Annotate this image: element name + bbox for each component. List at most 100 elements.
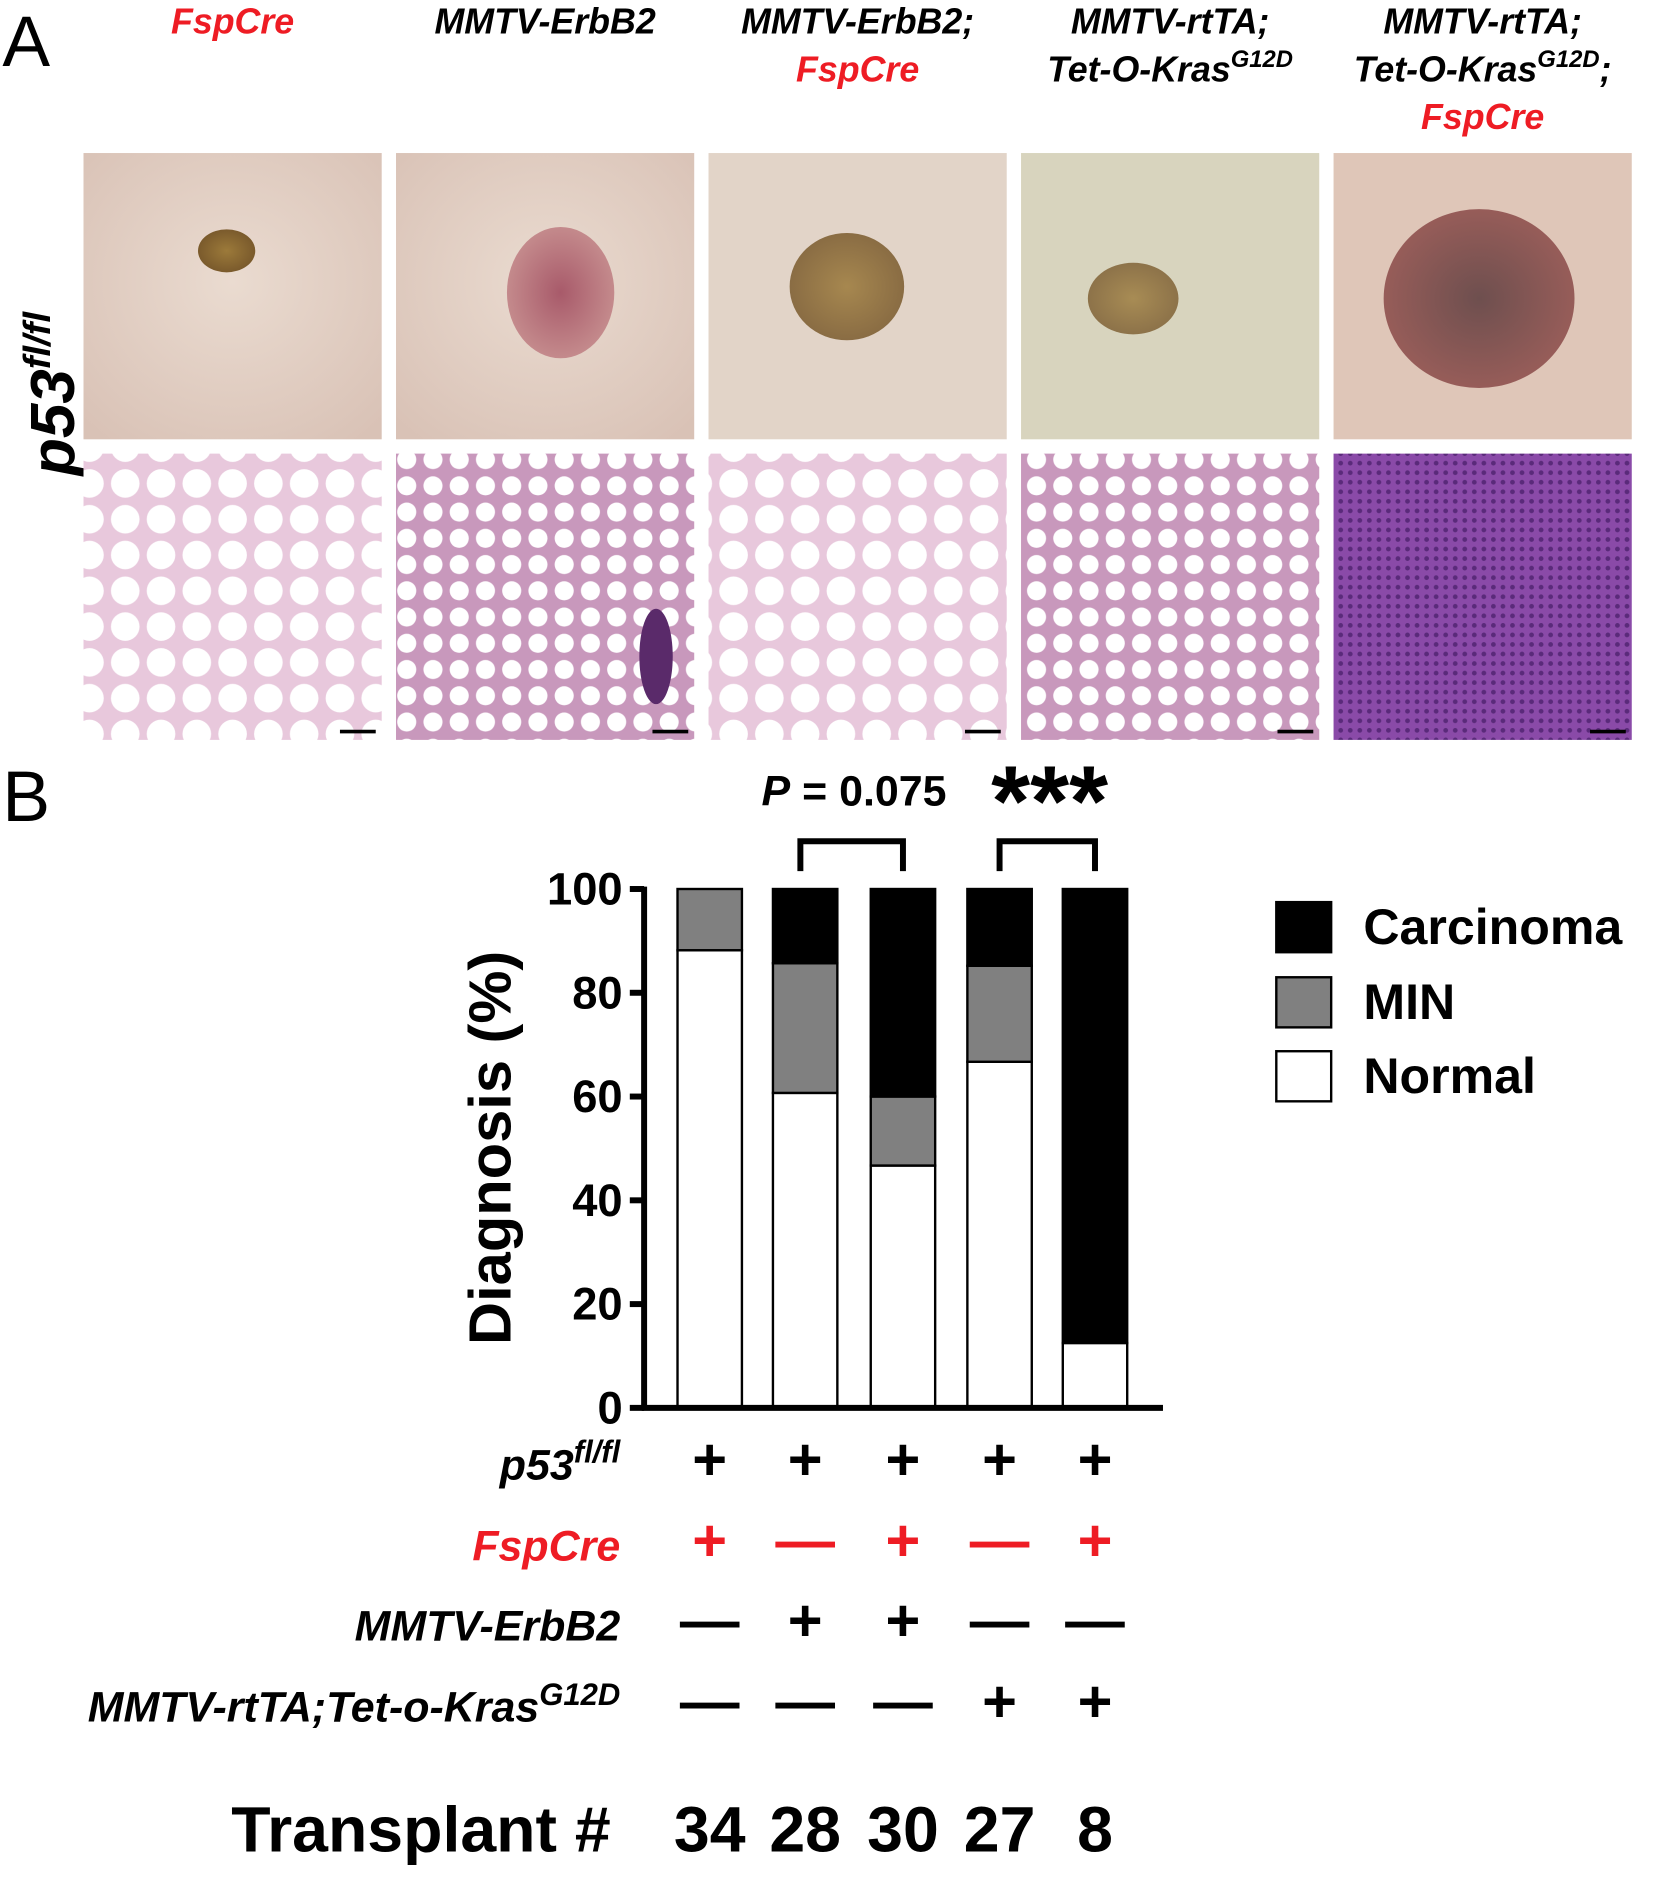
superscript: fl/fl (16, 311, 59, 370)
panel-label: B (2, 757, 50, 837)
transplant-count: 27 (964, 1794, 1036, 1866)
superscript: G12D (1231, 46, 1293, 73)
genotype-symbol: + (886, 1507, 921, 1574)
superscript: fl/fl (574, 1435, 622, 1470)
genotype-symbol: + (788, 1586, 823, 1653)
genotype-symbol: — (1065, 1586, 1125, 1653)
row-label-text: p53 (19, 369, 88, 478)
legend-label: Normal (1363, 1048, 1536, 1104)
bar-segment (869, 1095, 937, 1167)
photo-tumor (1383, 209, 1575, 389)
genotype-symbol: — (680, 1586, 740, 1653)
photo-tumor (789, 232, 905, 341)
column-header: FspCre (171, 2, 294, 42)
y-tick-label: 80 (572, 967, 622, 1018)
histology (1333, 453, 1632, 740)
bar-segment (676, 949, 744, 1410)
legend-swatch (1275, 976, 1333, 1029)
genotype-symbol: + (1078, 1425, 1113, 1492)
transplant-label: Transplant # (231, 1794, 610, 1866)
genotype-symbol: — (873, 1668, 933, 1735)
photo-tumor (1087, 262, 1179, 335)
column-header: MMTV-rtTA; (1071, 2, 1270, 42)
genotype-symbol: + (982, 1668, 1017, 1735)
legend-label: Carcinoma (1363, 899, 1623, 955)
p-text: = 0.075 (802, 768, 946, 816)
genotype-symbol: + (886, 1425, 921, 1492)
y-tick-label: 40 (572, 1175, 622, 1226)
genotype-label: MMTV-ErbB2 (355, 1602, 621, 1650)
panel-label: A (2, 2, 50, 82)
genotype-symbol: + (1078, 1668, 1113, 1735)
genotype-symbol: — (970, 1507, 1030, 1574)
legend-swatch (1275, 900, 1333, 954)
bar-segment (1061, 1341, 1129, 1410)
bar-segment (771, 962, 839, 1095)
bar-segment (771, 1091, 839, 1410)
header-text: ; (1600, 49, 1612, 89)
bracket (797, 838, 906, 872)
y-axis-label: Diagnosis (%) (457, 951, 524, 1345)
row-label: p53fl/fl (16, 311, 88, 478)
photo-tumor (506, 226, 615, 359)
bar-segment (966, 964, 1033, 1063)
bar-segment (869, 1164, 937, 1410)
transplant-count: 28 (769, 1794, 841, 1866)
column-header: MMTV-rtTA; (1383, 2, 1582, 42)
genotype-symbol: — (775, 1507, 835, 1574)
header-text: Tet-O-Kras (1047, 49, 1231, 89)
y-tick-label: 20 (572, 1279, 622, 1330)
bar-segment (869, 887, 937, 1098)
bar-segment (966, 887, 1033, 967)
column-header: FspCre (796, 49, 919, 89)
histology-feature (639, 608, 673, 705)
column-header: FspCre (1421, 97, 1544, 137)
genotype-symbol: — (680, 1668, 740, 1735)
bar-segment (676, 887, 744, 952)
bar-segment (1061, 887, 1129, 1345)
y-tick-label: 60 (572, 1071, 622, 1122)
y-tick-label: 100 (547, 864, 623, 915)
p-value: P = 0.075 (762, 768, 947, 816)
photo-tumor (198, 229, 256, 273)
bar-segment (966, 1060, 1033, 1410)
y-tick-label: 0 (597, 1382, 622, 1433)
column-header: MMTV-ErbB2 (435, 2, 656, 42)
column-header: Tet-O-KrasG12D; (1354, 46, 1612, 89)
genotype-label-text: MMTV-rtTA;Tet-o-Kras (88, 1684, 540, 1732)
legend-label: MIN (1363, 974, 1455, 1030)
genotype-symbol: + (982, 1425, 1017, 1492)
histology (1021, 453, 1320, 740)
bar-segment (771, 887, 839, 965)
genotype-label: p53fl/fl (499, 1435, 622, 1490)
genotype-symbol: + (1078, 1507, 1113, 1574)
photo (83, 153, 382, 440)
transplant-count: 34 (674, 1794, 746, 1866)
header-text: Tet-O-Kras (1354, 49, 1538, 89)
genotype-symbol: + (886, 1586, 921, 1653)
superscript: G12D (1537, 46, 1599, 73)
histology (708, 453, 1007, 740)
genotype-symbol: + (692, 1507, 727, 1574)
column-header: MMTV-ErbB2; (741, 2, 974, 42)
genotype-label: FspCre (472, 1523, 620, 1571)
genotype-symbol: + (692, 1425, 727, 1492)
genotype-symbol: + (788, 1425, 823, 1492)
bracket (996, 838, 1098, 872)
genotype-label-text: p53 (499, 1441, 574, 1489)
genotype-label: MMTV-rtTA;Tet-o-KrasG12D (88, 1677, 621, 1732)
genotype-symbol: — (970, 1586, 1030, 1653)
legend-swatch (1275, 1050, 1333, 1103)
genotype-symbol: — (775, 1668, 835, 1735)
transplant-count: 30 (867, 1794, 939, 1866)
histology-images (83, 453, 1632, 740)
p-symbol: P (762, 768, 791, 816)
transplant-count: 8 (1077, 1794, 1113, 1866)
column-header: Tet-O-KrasG12D (1047, 46, 1293, 89)
histology (396, 453, 695, 740)
histology (83, 453, 382, 740)
gross-images (83, 153, 1632, 440)
superscript: G12D (539, 1677, 620, 1712)
